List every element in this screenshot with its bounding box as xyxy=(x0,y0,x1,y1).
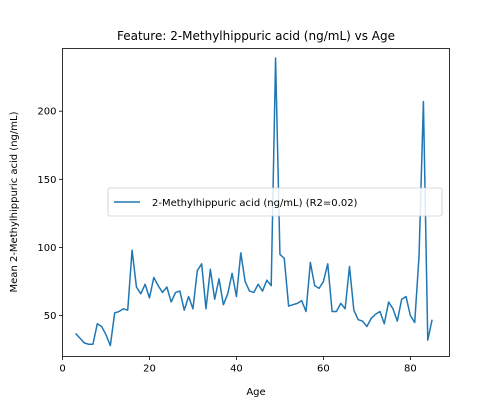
legend: 2-Methylhippuric acid (ng/mL) (R2=0.02) xyxy=(107,187,443,217)
y-tick-label: 200 xyxy=(37,107,56,118)
x-tick-label: 0 xyxy=(59,364,65,375)
legend-entry-label: 2-Methylhippuric acid (ng/mL) (R2=0.02) xyxy=(152,198,358,209)
plot-frame xyxy=(62,48,450,357)
axis-ticks: 0 20 40 60 80 50 100 150 200 xyxy=(37,107,416,375)
x-tick-label: 20 xyxy=(143,364,156,375)
y-tick-label: 50 xyxy=(44,311,57,322)
legend-box xyxy=(107,187,443,217)
x-tick-label: 60 xyxy=(317,364,330,375)
y-tick-label: 100 xyxy=(37,243,56,254)
x-tick-label: 80 xyxy=(404,364,417,375)
x-axis-label: Age xyxy=(246,387,265,398)
chart-title: Feature: 2-Methylhippuric acid (ng/mL) v… xyxy=(117,29,395,43)
series-line xyxy=(74,57,433,347)
x-tick-label: 40 xyxy=(230,364,243,375)
series-layer xyxy=(74,57,433,347)
y-axis-label: Mean 2-Methylhippuric acid (ng/mL) xyxy=(9,111,20,292)
y-tick-label: 150 xyxy=(37,175,56,186)
